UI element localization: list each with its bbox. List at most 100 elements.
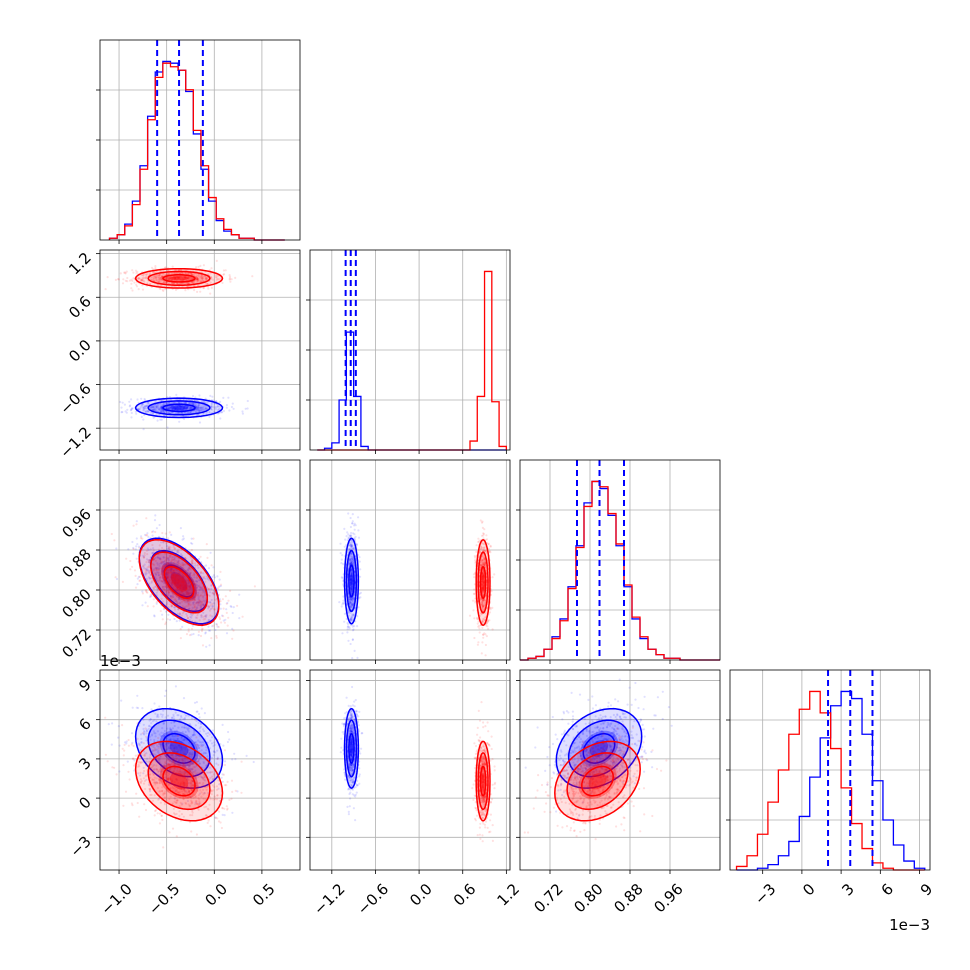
- density-fill-red: [588, 772, 607, 790]
- density-fill-red: [554, 741, 641, 821]
- contour-red: [581, 765, 614, 797]
- density-fill-red: [135, 741, 223, 821]
- contour-blue: [582, 733, 616, 764]
- histogram-blue-3: [736, 690, 926, 871]
- histogram-blue-0: [108, 60, 285, 241]
- histogram-panel-1: [306, 249, 511, 451]
- x-tick-label: −0.6: [354, 880, 392, 918]
- contour-blue: [555, 707, 643, 789]
- density-fill-red: [161, 563, 197, 602]
- contour-red: [475, 539, 491, 627]
- contour-red: [566, 752, 629, 811]
- y-tick-label: 9: [75, 676, 94, 695]
- contour-blue: [162, 403, 196, 413]
- density-fill-red: [478, 752, 488, 810]
- contour-blue: [134, 397, 224, 419]
- density-fill-blue: [161, 561, 197, 601]
- contour-red: [138, 539, 220, 626]
- density-fill-blue: [169, 405, 189, 410]
- y-tick-label: 3: [75, 754, 94, 773]
- x-offset-label: 1e−3: [889, 916, 930, 934]
- panel-frame: [99, 249, 301, 451]
- panel-frame: [519, 459, 721, 661]
- contour-blue: [345, 549, 358, 613]
- x-tick-label: 1.2: [494, 880, 524, 910]
- density-fill-red: [148, 271, 210, 286]
- x-tick-label: 0.6: [450, 880, 480, 910]
- panel-frame: [99, 669, 301, 871]
- x-tick-label: 6: [878, 880, 897, 899]
- density-fill-blue: [556, 708, 642, 789]
- contour-blue: [345, 719, 358, 778]
- density-fill-red: [148, 752, 210, 810]
- histogram-red-3: [735, 690, 925, 871]
- panel-frame: [99, 459, 301, 661]
- contour-red: [479, 566, 487, 600]
- x-tick-label: 0.80: [570, 880, 606, 916]
- contour-red: [162, 765, 196, 797]
- contour-red: [163, 566, 195, 599]
- density-fill-blue: [568, 720, 630, 777]
- density-fill-blue: [170, 572, 188, 590]
- density-fill-blue: [350, 740, 353, 757]
- panel-frame: [309, 459, 511, 661]
- panel-frame: [99, 39, 301, 241]
- contour-blue: [343, 537, 360, 625]
- x-tick-label: 0.0: [201, 880, 231, 910]
- contour-blue: [567, 719, 631, 778]
- histogram-red-2: [520, 480, 720, 661]
- panel-frame: [309, 249, 511, 451]
- density-fill-blue: [139, 538, 219, 624]
- density-fill-red: [567, 752, 628, 810]
- x-tick-label: 9: [917, 880, 936, 899]
- scatter-panel-0-1: [99, 249, 301, 451]
- contour-red: [475, 740, 491, 822]
- y-tick-label: 0.96: [58, 505, 94, 541]
- contour-blue: [147, 719, 211, 778]
- contour-red: [134, 267, 224, 289]
- density-fill-red: [478, 552, 488, 613]
- x-tick-label: 0.0: [406, 880, 436, 910]
- contour-red: [162, 274, 196, 283]
- x-tick-label: 0.72: [530, 880, 566, 916]
- panel-frame: [729, 669, 931, 871]
- y-tick-label: 0.80: [58, 585, 94, 621]
- scatter-panel-1-2: [309, 459, 511, 661]
- y-tick-label: 0.6: [65, 292, 95, 322]
- y-tick-label: 0.72: [58, 625, 94, 661]
- panel-frame: [519, 669, 721, 871]
- contour-blue: [348, 733, 355, 764]
- contour-blue: [162, 733, 196, 764]
- y-tick-label: −3: [66, 832, 94, 860]
- x-tick-label: −3: [751, 880, 779, 908]
- y-offset-label: 1e−3: [100, 652, 141, 670]
- scatter-points-blue: [339, 685, 364, 822]
- density-fill-blue: [346, 550, 357, 612]
- x-tick-label: −0.5: [145, 880, 183, 918]
- contour-red: [134, 740, 224, 822]
- density-fill-blue: [150, 550, 208, 612]
- x-tick-label: −1.0: [97, 880, 135, 918]
- scatter-panel-0-3: [99, 669, 301, 871]
- histogram-panel-2: [516, 459, 721, 661]
- x-tick-label: 0.5: [249, 880, 279, 910]
- density-fill-blue: [350, 572, 353, 590]
- contour-red: [147, 270, 211, 286]
- scatter-panel-1-3: [309, 669, 511, 871]
- density-fill-red: [169, 276, 189, 281]
- density-fill-blue: [148, 400, 210, 415]
- contour-red: [477, 551, 489, 614]
- x-tick-label: 3: [838, 880, 857, 899]
- x-tick-label: 0: [799, 880, 818, 899]
- contour-blue: [134, 707, 224, 789]
- density-fill-red: [481, 772, 485, 790]
- contour-blue: [348, 564, 355, 598]
- histogram-panel-0: [96, 39, 301, 241]
- density-fill-blue: [346, 720, 357, 777]
- contour-red: [150, 551, 209, 614]
- y-tick-label: 1.2: [65, 249, 95, 279]
- panel-frame: [309, 669, 511, 871]
- contour-blue: [147, 400, 211, 416]
- density-fill-red: [481, 573, 485, 592]
